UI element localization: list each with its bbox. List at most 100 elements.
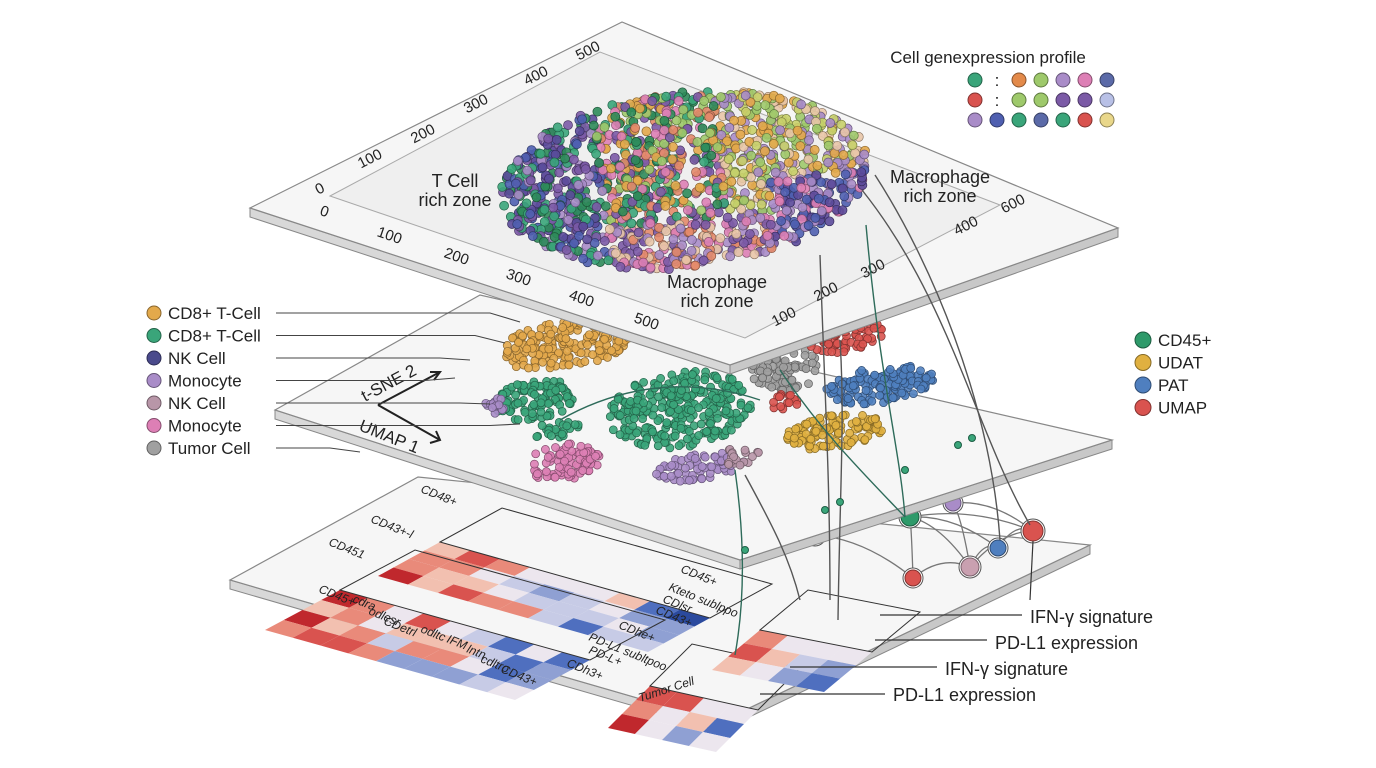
cell-dot (645, 262, 656, 273)
cell-dot (538, 236, 549, 247)
cell-dot (562, 421, 572, 431)
cell-dot (839, 191, 850, 202)
heatmap-cell (573, 609, 619, 627)
heatmap-cell (515, 644, 563, 663)
cell-dot (746, 150, 757, 161)
cell-dot (560, 456, 569, 466)
cell-dot (555, 462, 564, 472)
heatmap-upper (378, 542, 710, 653)
legend-swatch (146, 395, 162, 411)
cell-dot (662, 418, 672, 427)
cell-dot (535, 148, 546, 159)
heatmap-cell (469, 646, 516, 665)
cell-dot (632, 428, 641, 438)
cell-dot (870, 414, 880, 424)
cell-dot (824, 216, 835, 227)
cell-dot (858, 411, 867, 420)
cell-dot (668, 234, 679, 245)
profile-dot (1055, 112, 1071, 128)
heatmap-cell (483, 584, 529, 602)
cell-dot (592, 131, 602, 142)
cell-dot (610, 111, 621, 122)
cell-dot (538, 357, 547, 367)
cell-dot (810, 366, 820, 376)
cell-dot (569, 238, 579, 249)
cell-dot (773, 176, 784, 187)
heatmap-cell (499, 575, 545, 593)
heatmap-cell (703, 718, 744, 738)
heatmap-cell (484, 558, 530, 576)
cell-dot (570, 420, 580, 429)
cell-dot (713, 413, 722, 423)
cell-dot (737, 156, 748, 166)
cell-dot (512, 380, 522, 389)
cell-dot (827, 411, 836, 421)
annotation: PD-L1 expression (995, 633, 1138, 653)
cell-dot (694, 403, 703, 413)
heatmap-cell (728, 643, 772, 663)
cell-dot (689, 154, 700, 165)
cell-dot (738, 238, 749, 248)
cell-dot (576, 348, 586, 358)
cell-dot (597, 186, 608, 196)
cell-dot (796, 183, 807, 193)
cell-dot (840, 127, 850, 138)
cell-dot (631, 406, 641, 416)
cell-dot (831, 420, 841, 430)
cell-dot (562, 346, 572, 356)
cell-dot (666, 471, 676, 481)
cell-dot (630, 123, 641, 133)
profile-dot (1099, 112, 1115, 128)
connector-node (968, 434, 976, 442)
cell-dot (609, 152, 620, 163)
cell-dot (684, 476, 694, 485)
cell-dot (632, 191, 643, 201)
cell-dot (691, 167, 701, 177)
marker-label: UMAP (1158, 399, 1207, 418)
cell-dot (722, 212, 733, 223)
cell-dot (674, 441, 684, 451)
cell-dot (712, 199, 723, 210)
cell-dot (823, 157, 834, 168)
cell-dot (784, 398, 794, 408)
cell-dot (843, 394, 853, 403)
cell-dot (633, 227, 644, 238)
cell-dot (705, 128, 715, 138)
cell-dot (629, 414, 639, 423)
heatmap-small (712, 630, 872, 692)
heatmap-cell (349, 597, 396, 616)
heatmap-cell (635, 720, 676, 740)
cell-dot (909, 389, 918, 399)
cell-dot (513, 415, 523, 424)
profile-dot (1099, 72, 1115, 88)
connector-node (741, 546, 749, 554)
cell-dot (681, 255, 691, 265)
cell-dot (749, 249, 760, 260)
cell-dot (564, 439, 573, 449)
cell-dot (650, 128, 661, 139)
cell-dot (563, 120, 573, 130)
heatmap-cell (404, 613, 452, 632)
cell-dot (813, 193, 824, 204)
cell-dot (615, 161, 625, 172)
heatmap-cell (459, 674, 506, 693)
heatmap-cell (740, 662, 784, 681)
connector-node (836, 498, 844, 506)
heatmap-cell (772, 635, 816, 655)
heatmap-cell (756, 648, 800, 668)
cell-dot (716, 92, 726, 102)
cell-dot (795, 141, 806, 151)
cell-dot (757, 121, 768, 131)
cell-dot (584, 330, 594, 340)
marker-label: CD45+ (1158, 331, 1211, 350)
heatmap-cell (454, 550, 500, 568)
cell-dot (724, 122, 735, 133)
cell-dot (775, 392, 784, 402)
cell-dot (696, 419, 706, 429)
cell-dot (825, 118, 836, 128)
cell-dot (520, 407, 530, 417)
cell-dot (692, 137, 703, 147)
cell-dot (685, 426, 694, 436)
heatmap-cell (636, 686, 677, 706)
cell-dot (619, 139, 630, 150)
